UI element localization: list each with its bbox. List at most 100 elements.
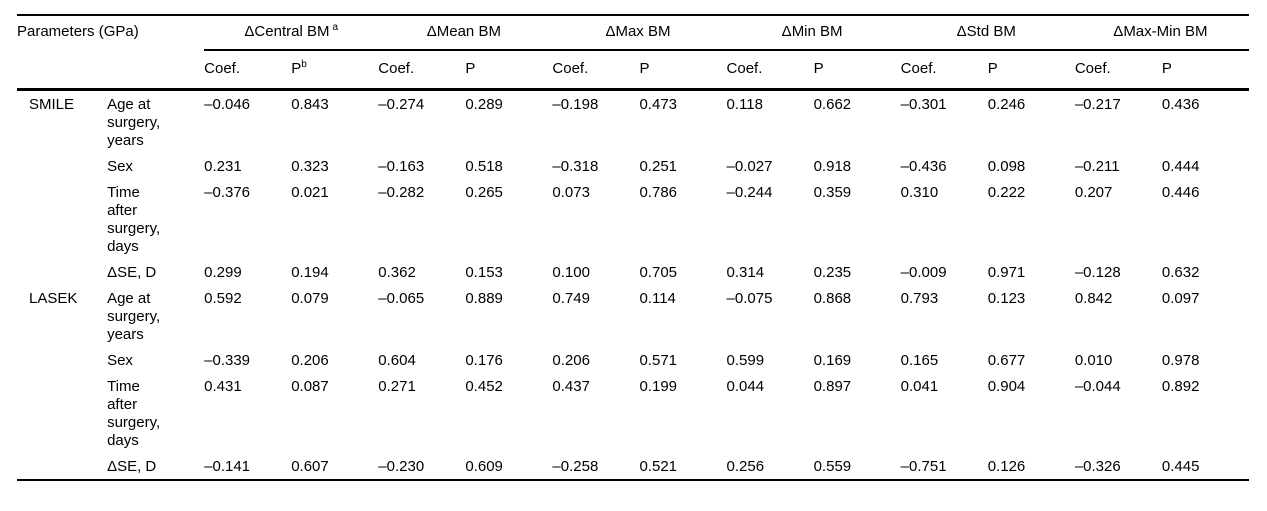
coef-cell: 0.599 — [726, 352, 765, 369]
corner-header-label: Parameters (GPa) — [17, 23, 139, 40]
p-cell: 0.246 — [987, 96, 1026, 113]
p-cell: 0.153 — [465, 264, 503, 281]
coef-cell: –0.027 — [726, 158, 773, 175]
p-cell: 0.123 — [987, 290, 1026, 307]
p-cell: 0.518 — [465, 158, 503, 175]
table-row: Sex –0.339 0.206 0.604 0.176 0.206 0.571… — [17, 347, 1249, 373]
coef-cell: –0.217 — [1074, 96, 1121, 113]
subheader-coef: Coef. — [726, 50, 814, 91]
p-cell: 0.021 — [291, 184, 329, 201]
p-cell: 0.289 — [465, 96, 503, 113]
coef-cell: –0.376 — [204, 184, 251, 201]
coef-cell: 0.592 — [204, 290, 242, 307]
header-row-groups: Parameters (GPa) ΔCentral BM a ΔMean BM Δ… — [17, 15, 1249, 51]
table-row: Time after surgery, days 0.431 0.087 0.2… — [17, 373, 1249, 453]
coef-cell: 0.437 — [552, 378, 590, 395]
p-cell: 0.705 — [639, 264, 678, 281]
table-row: Sex 0.231 0.323 –0.163 0.518 –0.318 0.25… — [17, 153, 1249, 179]
coef-cell: 0.100 — [552, 264, 590, 281]
table-row: SMILE Age at surgery, years –0.046 0.843… — [17, 90, 1249, 154]
coef-cell: –0.046 — [204, 96, 251, 113]
colgroup-central-bm: ΔCentral BM a — [204, 15, 379, 51]
coef-cell: –0.282 — [378, 184, 425, 201]
coef-cell: –0.211 — [1074, 158, 1120, 175]
p-cell: 0.235 — [813, 264, 852, 281]
coef-cell: 0.207 — [1074, 184, 1113, 201]
p-cell: 0.323 — [291, 158, 329, 175]
row-group-label: LASEK — [29, 290, 78, 307]
subheader-p: P — [465, 50, 553, 91]
p-cell: 0.097 — [1161, 290, 1200, 307]
p-cell: 0.176 — [465, 352, 503, 369]
subheader-coef: Coef. — [552, 50, 640, 91]
footnote-marker-a: a — [332, 22, 339, 33]
coef-cell: –0.141 — [204, 458, 251, 475]
coef-cell: 0.299 — [204, 264, 242, 281]
coef-cell: 0.314 — [726, 264, 765, 281]
coef-cell: –0.326 — [1074, 458, 1121, 475]
colgroup-mean-bm: ΔMean BM — [378, 15, 553, 51]
subheader-coef: Coef. — [1074, 50, 1162, 91]
coef-cell: 0.256 — [726, 458, 765, 475]
subheader-empty — [17, 50, 205, 91]
subheader-coef: Coef. — [378, 50, 466, 91]
colgroup-maxmin-bm: ΔMax-Min BM — [1074, 15, 1249, 51]
coef-cell: 0.231 — [204, 158, 242, 175]
p-cell: 0.452 — [465, 378, 503, 395]
coef-cell: –0.258 — [552, 458, 599, 475]
coef-cell: 0.010 — [1074, 352, 1113, 369]
coef-cell: –0.318 — [552, 158, 599, 175]
row-parameter-label: ΔSE, D — [107, 264, 157, 281]
coef-cell: 0.044 — [726, 378, 765, 395]
p-cell: 0.114 — [639, 290, 676, 307]
p-cell: 0.892 — [1161, 378, 1200, 395]
coef-cell: 0.310 — [900, 184, 939, 201]
row-parameter-label: Sex — [107, 158, 133, 175]
p-cell: 0.436 — [1161, 96, 1200, 113]
coef-cell: 0.362 — [378, 264, 416, 281]
p-cell: 0.843 — [291, 96, 329, 113]
coef-cell: –0.075 — [726, 290, 773, 307]
row-group-label — [17, 179, 107, 259]
table-row: ΔSE, D 0.299 0.194 0.362 0.153 0.100 0.7… — [17, 259, 1249, 285]
coef-cell: –0.230 — [378, 458, 425, 475]
row-group-label — [17, 259, 107, 285]
p-cell: 0.194 — [291, 264, 329, 281]
coef-cell: –0.009 — [900, 264, 947, 281]
subheader-p: P — [639, 50, 727, 91]
p-cell: 0.206 — [291, 352, 329, 369]
coef-cell: 0.793 — [900, 290, 939, 307]
coef-cell: –0.198 — [552, 96, 599, 113]
subheader-p: P — [987, 50, 1075, 91]
coef-cell: –0.163 — [378, 158, 425, 175]
row-parameter-label: Time after surgery, days — [107, 378, 161, 449]
p-cell: 0.978 — [1161, 352, 1200, 369]
table-row: ΔSE, D –0.141 0.607 –0.230 0.609 –0.258 … — [17, 453, 1249, 480]
p-cell: 0.662 — [813, 96, 852, 113]
colgroup-min-bm: ΔMin BM — [726, 15, 901, 51]
p-cell: 0.559 — [813, 458, 852, 475]
p-cell: 0.521 — [639, 458, 678, 475]
subheader-p: P — [1161, 50, 1249, 91]
p-cell: 0.251 — [639, 158, 678, 175]
table-row: Time after surgery, days –0.376 0.021 –0… — [17, 179, 1249, 259]
row-parameter-label: Sex — [107, 352, 133, 369]
coef-cell: 0.749 — [552, 290, 590, 307]
p-cell: 0.199 — [639, 378, 678, 395]
p-cell: 0.677 — [987, 352, 1026, 369]
coef-cell: –0.044 — [1074, 378, 1121, 395]
p-cell: 0.904 — [987, 378, 1026, 395]
coef-cell: 0.118 — [726, 96, 763, 113]
row-group-label — [17, 153, 107, 179]
p-cell: 0.087 — [291, 378, 329, 395]
subheader-p: P — [813, 50, 901, 91]
subheader-p: Pb — [291, 50, 379, 91]
coef-cell: –0.751 — [900, 458, 947, 475]
row-group-label — [17, 347, 107, 373]
p-cell: 0.473 — [639, 96, 678, 113]
p-cell: 0.868 — [813, 290, 852, 307]
p-cell: 0.971 — [987, 264, 1026, 281]
coef-cell: 0.431 — [204, 378, 242, 395]
p-cell: 0.609 — [465, 458, 503, 475]
p-cell: 0.265 — [465, 184, 503, 201]
